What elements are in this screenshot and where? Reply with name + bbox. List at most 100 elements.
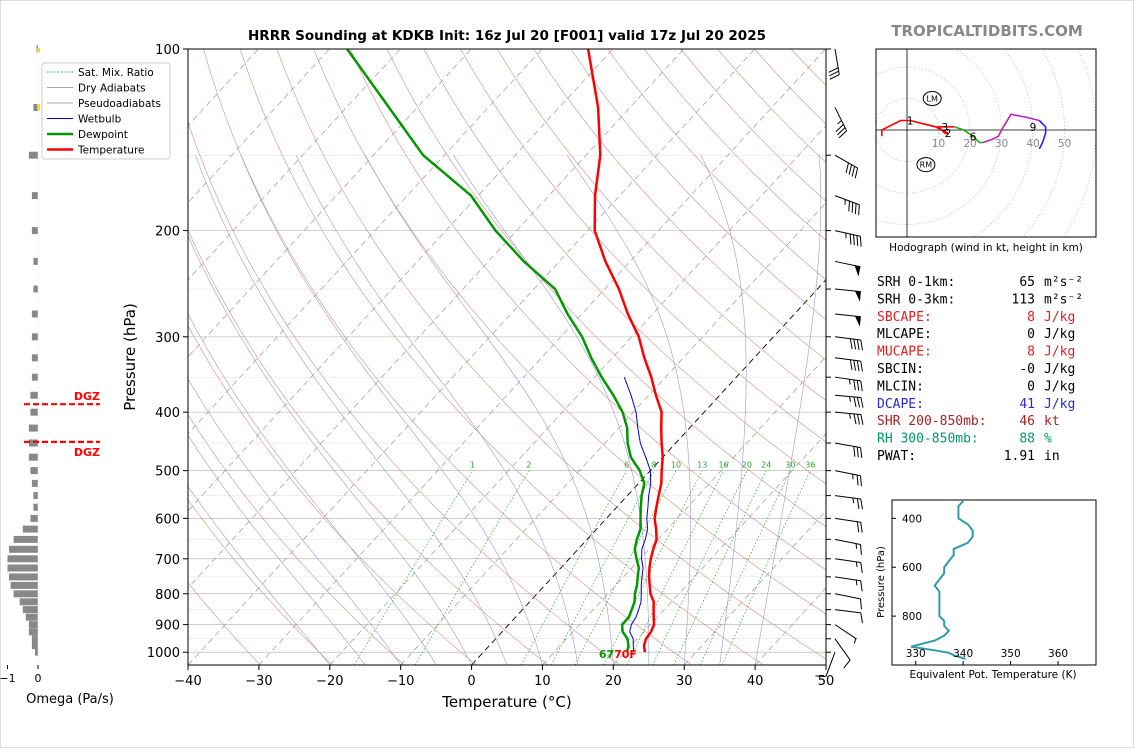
barb-staff (834, 230, 861, 237)
moist-adiabat (188, 485, 331, 665)
barb-full (860, 447, 863, 459)
barb-full (853, 396, 857, 408)
wind-barb (834, 624, 857, 644)
barb-full (858, 204, 860, 216)
param-label: MUCAPE: (877, 345, 932, 360)
omega-bar (33, 257, 38, 265)
barb-half (855, 561, 858, 568)
temperature-line (586, 49, 664, 653)
wind-barb (834, 336, 864, 351)
skewt-plot: 1 2 6 8 10 13 16 20 24 30 36 67 70F −40 −30 −20 −10 0 10… (41, 43, 834, 711)
mixing-ratio-label: 10 (671, 461, 681, 470)
barb-staff (834, 394, 861, 398)
theta-e-x-tick-label: 330 (906, 648, 926, 660)
y-tick-label: 900 (155, 619, 180, 634)
barb-full (856, 397, 861, 408)
y-axis-label: Pressure (hPa) (121, 303, 139, 411)
barb-full (829, 70, 839, 77)
moist-adiabat (188, 378, 401, 665)
wind-barb (834, 609, 864, 624)
dry-adiabat (188, 499, 333, 665)
wind-barb (834, 288, 861, 302)
barb-staff (825, 652, 836, 677)
mixing-ratio-label: 36 (805, 461, 815, 470)
dry-adiabat (188, 325, 477, 665)
barb-flag (854, 291, 861, 302)
param-value: 8 (1027, 310, 1035, 325)
storm-motion-label: LM (927, 95, 938, 104)
site-watermark: TROPICALTIDBITS.COM (891, 22, 1083, 40)
x-tick-label: −20 (316, 674, 343, 689)
dry-adiabat (188, 229, 549, 665)
barb-full (860, 414, 864, 425)
param-value: 46 (1019, 414, 1035, 429)
legend-entry: Pseudoadiabats (78, 98, 161, 110)
omega-bar (7, 564, 38, 572)
x-tick-label: 40 (747, 674, 764, 689)
param-unit: m²s⁻² (1044, 275, 1083, 290)
wind-barb (834, 107, 848, 139)
wetbulb-line (623, 377, 652, 653)
barb-staff (834, 609, 861, 614)
x-tick-label: −30 (245, 674, 272, 689)
barb-staff (834, 470, 861, 477)
surface-dewpoint-label: 67 (599, 648, 614, 661)
wind-barb (834, 442, 863, 459)
barb-full (815, 675, 826, 678)
x-tick-label: −10 (387, 674, 414, 689)
x-tick-label: 0 (467, 674, 475, 689)
barb-full (853, 446, 856, 457)
wind-barb (834, 558, 863, 573)
barb-staff (834, 48, 840, 75)
legend-entry: Wetbulb (78, 114, 122, 126)
barb-half (848, 413, 851, 419)
param-label: PWAT: (877, 449, 916, 464)
legend: Sat. Mix. Ratio Dry Adiabats Pseudoadiabat… (41, 62, 171, 160)
wind-barb (834, 638, 851, 669)
moist-adiabat (188, 434, 366, 665)
x-tick-label: −40 (174, 674, 201, 689)
mixing-ratio-label: 30 (785, 461, 795, 470)
mixing-ratio-line (414, 470, 530, 665)
wind-barb (834, 357, 863, 372)
param-unit: J/kg (1044, 397, 1075, 412)
barb-full (856, 498, 860, 509)
theta-e-y-tick-label: 400 (902, 513, 922, 525)
omega-bar (30, 391, 38, 399)
hodo-height-label: 6 (970, 131, 977, 143)
param-unit: J/kg (1044, 310, 1075, 325)
wind-barb (834, 230, 862, 247)
barb-full (856, 339, 860, 350)
omega-bar (33, 285, 38, 293)
legend-entry: Sat. Mix. Ratio (78, 67, 154, 79)
mixing-ratio-line (353, 470, 473, 665)
omega-bar (28, 621, 39, 629)
moist-adiabat (188, 235, 472, 665)
barb-full (860, 580, 863, 592)
moist-adiabat (195, 155, 508, 665)
omega-bar (33, 503, 38, 511)
wind-barb (834, 376, 863, 392)
param-unit: kt (1044, 414, 1060, 429)
dry-adiabat (239, 49, 764, 665)
wind-barb (834, 517, 863, 533)
barb-half (848, 396, 852, 402)
param-label: SRH 0-3km: (877, 292, 955, 307)
omega-bar (31, 479, 38, 487)
omega-bar (31, 192, 38, 200)
y-tick-label: 700 (155, 553, 180, 568)
barb-full (856, 446, 859, 458)
barb-full (860, 562, 863, 573)
y-tick-label: 1000 (147, 646, 180, 661)
barb-full (860, 361, 863, 372)
barb-full (859, 598, 862, 610)
hodo-inner: 10 20 30 40 50 1 23 6 9 LM RM (876, 49, 1096, 237)
wind-barb (815, 652, 836, 678)
barb-full (849, 338, 853, 350)
omega-bar (31, 227, 38, 235)
barb-full (853, 339, 857, 350)
barb-half (848, 379, 851, 385)
barb-staff (834, 517, 861, 523)
param-unit: in (1044, 449, 1060, 464)
